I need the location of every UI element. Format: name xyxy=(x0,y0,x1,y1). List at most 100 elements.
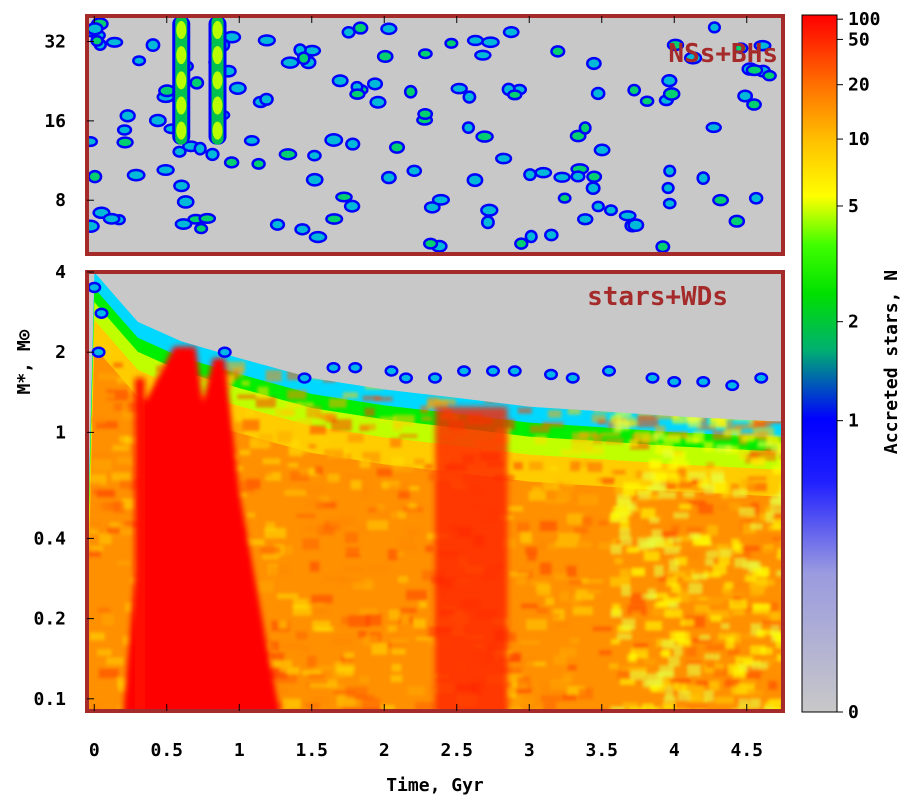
y-tick-label-top: 16 xyxy=(44,111,66,132)
heat-streak-peak xyxy=(212,46,223,65)
heat-blob-core xyxy=(555,174,569,181)
heat-blob-core xyxy=(220,348,230,356)
heat-blob-core xyxy=(426,203,439,212)
heat-blob-core xyxy=(629,220,642,230)
heat-blob-core xyxy=(756,374,766,382)
heat-blob-core xyxy=(420,50,431,57)
colorbar-tick-label: 2 xyxy=(848,312,859,333)
heat-streak-peak xyxy=(212,21,223,39)
colorbar-tick-label: 50 xyxy=(848,29,870,50)
top-panel-frame xyxy=(85,14,785,256)
heat-blob-core xyxy=(379,52,392,61)
heat-blob-core xyxy=(122,111,134,121)
heat-blob-core xyxy=(89,172,100,181)
heat-blob-core xyxy=(560,195,570,202)
heat-blob-core xyxy=(283,58,298,67)
heat-streak-peak xyxy=(176,121,187,140)
heat-blob-core xyxy=(505,28,518,36)
colorbar-tick-label: 20 xyxy=(848,75,870,96)
x-axis-ticks: 0 0.5 1 1.5 2 2.5 3 3.5 4 4.5 xyxy=(89,16,763,761)
x-tick-label: 4.5 xyxy=(730,740,763,761)
y-tick-label-bottom: 2 xyxy=(55,342,66,363)
y-tick-label-bottom: 4 xyxy=(55,262,66,283)
heat-blob-core xyxy=(351,90,364,98)
y-axis-ticks-bottom: 0.1 0.2 0.4 1 2 4 xyxy=(33,262,94,710)
heat-blob-core xyxy=(751,194,761,203)
heat-blob-core xyxy=(387,367,396,375)
heat-blob-core xyxy=(191,78,202,88)
heat-blob-core xyxy=(593,89,603,98)
heat-blob-core xyxy=(119,126,130,134)
heat-blob-core xyxy=(748,66,761,74)
x-tick-label: 3 xyxy=(524,740,535,761)
heat-blob-core xyxy=(604,367,614,375)
heat-blob-core xyxy=(621,212,635,219)
heat-blob-core xyxy=(92,37,102,45)
heat-blob-core xyxy=(118,138,132,146)
heat-blob-core xyxy=(371,98,385,107)
heat-blob-core xyxy=(253,160,264,168)
heat-blob-core xyxy=(207,150,218,159)
heat-streak-peak xyxy=(176,71,187,90)
heat-blob-core xyxy=(260,36,274,45)
heat-blob-core xyxy=(308,175,322,185)
heat-blob-core xyxy=(572,172,584,181)
heat-blob-core xyxy=(663,184,673,192)
heat-blob-core xyxy=(748,100,760,109)
x-tick-label: 4 xyxy=(669,740,680,761)
heat-blob-core xyxy=(525,170,535,179)
heat-blob-core xyxy=(527,232,536,241)
heat-blob-core xyxy=(588,183,599,193)
heat-blob-core xyxy=(179,197,193,207)
panel-label-stars-wds: stars+WDs xyxy=(587,282,728,312)
heat-blob-core xyxy=(764,72,775,79)
heat-blob-core xyxy=(665,167,674,175)
heat-blob-core xyxy=(698,378,708,385)
heat-blob-core xyxy=(355,23,366,33)
heat-blob-core xyxy=(446,40,456,47)
heat-blob-core xyxy=(281,150,295,158)
heat-blob-core xyxy=(350,364,360,371)
heat-blob-core xyxy=(408,167,420,175)
heat-blob-core xyxy=(97,310,106,317)
heat-blob-core xyxy=(629,86,639,94)
heat-blob-core xyxy=(434,196,448,204)
y-tick-label-bottom: 1 xyxy=(55,422,66,443)
heat-blob-core xyxy=(588,172,600,181)
heat-blob-core xyxy=(665,89,678,99)
bottom-panel-heatmap xyxy=(87,272,783,711)
heat-blob-core xyxy=(756,42,769,49)
x-tick-label: 0.5 xyxy=(150,740,183,761)
heat-streak-peak xyxy=(212,96,223,115)
heat-streak-peak xyxy=(176,21,187,39)
heat-blob-core xyxy=(469,37,482,44)
x-tick-label: 0 xyxy=(89,740,100,761)
heat-blob-core xyxy=(606,206,616,214)
colorbar-tick-label: 0 xyxy=(848,702,859,723)
heat-blob-core xyxy=(300,374,309,382)
heat-blob-core xyxy=(327,215,341,223)
heat-blob-core xyxy=(329,364,338,371)
y-axis-label: M*, M⊙ xyxy=(14,329,35,394)
heat-blob-core xyxy=(158,166,173,174)
heat-blob-core xyxy=(488,367,498,375)
heat-blob-core xyxy=(669,41,682,49)
heat-blob-core xyxy=(648,374,657,382)
heat-blob-core xyxy=(383,173,395,182)
heat-blob-core xyxy=(174,148,185,156)
heat-blob-core xyxy=(594,203,603,210)
heat-blob-core xyxy=(309,152,320,159)
heat-blob-core xyxy=(546,231,557,239)
above-envelope-blobs xyxy=(87,281,769,392)
heat-blob-core xyxy=(175,181,188,190)
heat-blob-core xyxy=(469,175,481,185)
colorbar-tick-label: 1 xyxy=(848,411,859,432)
heat-blob-core xyxy=(727,382,737,389)
heat-blob-core xyxy=(425,240,436,248)
heat-blob-core xyxy=(196,225,206,232)
heat-blob-core xyxy=(686,53,700,63)
heat-blob-core xyxy=(579,215,591,223)
heat-streak-peak xyxy=(212,121,223,140)
heat-blob-core xyxy=(663,76,675,85)
